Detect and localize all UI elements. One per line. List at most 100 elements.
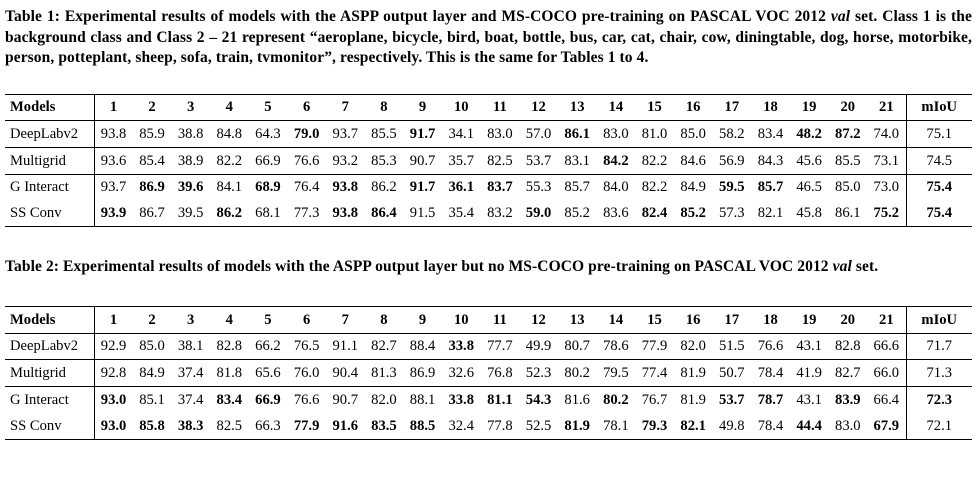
score-cell: 77.7: [480, 333, 520, 361]
column-header-class-8: 8: [364, 94, 404, 122]
score-cell: 52.3: [519, 359, 558, 388]
table-row: DeepLabv2 92.9 85.0 38.1 82.8 66.2 76.5 91.1 82.…: [5, 333, 972, 361]
score-cell: 68.9: [255, 179, 281, 196]
score-cell: 76.5: [287, 333, 326, 361]
score-cell: 85.1: [139, 391, 165, 408]
score-cell: 82.8: [209, 333, 249, 361]
column-header-class-12: 12: [519, 306, 558, 334]
score-cell: 82.0: [371, 391, 397, 408]
score-cell: 41.9: [789, 359, 829, 388]
score-cell: 83.9: [835, 391, 861, 408]
column-header-class-8: 8: [364, 306, 404, 334]
score-cell: 66.3: [255, 417, 281, 434]
column-header-class-6: 6: [287, 94, 326, 122]
table-row: G Interact 93.0 85.1 37.4 83.4 66.9 76.6 90.7 82…: [5, 386, 972, 414]
score-cell: 65.6: [248, 359, 288, 388]
score-cell: 85.0: [673, 120, 713, 149]
score-cell: 76.6: [287, 147, 326, 175]
column-header-class-10: 10: [441, 306, 481, 334]
miou-value: 74.5: [905, 147, 972, 175]
score-cell: 81.1: [487, 391, 513, 408]
score-cell: 85.2: [564, 205, 590, 222]
score-cell: 82.0: [673, 333, 713, 361]
score-cell: 54.3: [525, 391, 552, 408]
score-cell: 86.9: [403, 359, 442, 388]
score-cell: 82.4: [641, 205, 668, 222]
score-cell: 55.3: [525, 179, 552, 196]
score-cell: 33.8: [448, 391, 474, 408]
table-row: G Interact 93.7 86.9 39.6 84.1 68.9 76.4 93.8 86…: [5, 174, 972, 201]
column-header-class-17: 17: [712, 94, 752, 122]
miou-value: 71.7: [905, 333, 972, 361]
score-cell: 81.9: [673, 359, 713, 388]
score-cell: 83.7: [487, 179, 513, 196]
column-header-class-5: 5: [248, 94, 288, 122]
score-cell: 91.5: [409, 205, 436, 222]
column-header-class-12: 12: [519, 94, 558, 122]
score-cell: 93.0: [100, 417, 127, 434]
score-cell: 79.5: [596, 359, 636, 388]
score-cell: 53.7: [519, 147, 558, 175]
column-header-models: Models: [5, 94, 95, 122]
table2-caption: Table 2: Experimental results of models …: [5, 257, 972, 278]
score-cell: 86.9: [139, 179, 165, 196]
score-cell: 37.4: [171, 359, 210, 388]
score-cell: 76.4: [293, 179, 320, 196]
miou-value: 75.4: [905, 174, 972, 201]
score-cell: 83.4: [751, 120, 790, 149]
table1-results: Models 1 2 3 4 5 6 7 8 9 10 11 12 13 14 15 16 17 18 19 20 21 m…: [5, 93, 972, 228]
score-cell: 67.9: [873, 417, 900, 434]
row-label: SS Conv: [5, 413, 95, 440]
column-header-models: Models: [5, 306, 95, 334]
column-header-class-14: 14: [596, 94, 636, 122]
score-cell: 39.5: [177, 205, 204, 222]
score-cell: 58.2: [712, 120, 752, 149]
score-cell: 83.0: [835, 417, 861, 434]
score-cell: 77.9: [635, 333, 674, 361]
score-cell: 48.2: [789, 120, 829, 149]
score-cell: 85.8: [139, 417, 165, 434]
score-cell: 80.7: [557, 333, 597, 361]
score-cell: 85.0: [835, 179, 861, 196]
score-cell: 82.1: [757, 205, 784, 222]
column-header-class-20: 20: [828, 306, 868, 334]
score-cell: 82.5: [480, 147, 520, 175]
score-cell: 93.8: [332, 205, 359, 222]
column-header-class-20: 20: [828, 94, 868, 122]
score-cell: 83.1: [557, 147, 597, 175]
score-cell: 85.5: [828, 147, 868, 175]
score-cell: 86.4: [371, 205, 397, 222]
score-cell: 90.7: [403, 147, 442, 175]
score-cell: 35.7: [441, 147, 481, 175]
score-cell: 93.8: [332, 179, 359, 196]
score-cell: 77.3: [293, 205, 320, 222]
table-row: DeepLabv2 93.8 85.9 38.8 84.8 64.3 79.0 93.7 85.…: [5, 120, 972, 149]
score-cell: 85.2: [680, 205, 706, 222]
score-cell: 81.8: [209, 359, 249, 388]
column-header-class-21: 21: [867, 94, 906, 122]
score-cell: 85.5: [364, 120, 404, 149]
score-cell: 59.5: [719, 179, 745, 196]
row-label: Multigrid: [5, 147, 95, 175]
score-cell: 83.0: [480, 120, 520, 149]
score-cell: 81.6: [564, 391, 590, 408]
score-cell: 82.2: [641, 179, 668, 196]
score-cell: 66.2: [248, 333, 288, 361]
score-cell: 93.7: [325, 120, 365, 149]
score-cell: 83.2: [487, 205, 513, 222]
table2-caption-text-after: set.: [851, 258, 879, 276]
score-cell: 88.5: [409, 417, 436, 434]
score-cell: 76.6: [751, 333, 790, 361]
score-cell: 84.9: [132, 359, 172, 388]
score-cell: 38.9: [171, 147, 210, 175]
table-row: Multigrid 92.8 84.9 37.4 81.8 65.6 76.0 90.4 81.…: [5, 359, 972, 388]
table1-caption-text-before: Table 1: Experimental results of models …: [5, 8, 831, 25]
column-header-class-5: 5: [248, 306, 288, 334]
score-cell: 43.1: [796, 391, 822, 408]
score-cell: 85.4: [132, 147, 172, 175]
score-cell: 92.9: [94, 333, 133, 361]
column-header-class-13: 13: [557, 94, 597, 122]
score-cell: 82.2: [635, 147, 674, 175]
score-cell: 80.2: [603, 391, 629, 408]
score-cell: 87.2: [828, 120, 868, 149]
